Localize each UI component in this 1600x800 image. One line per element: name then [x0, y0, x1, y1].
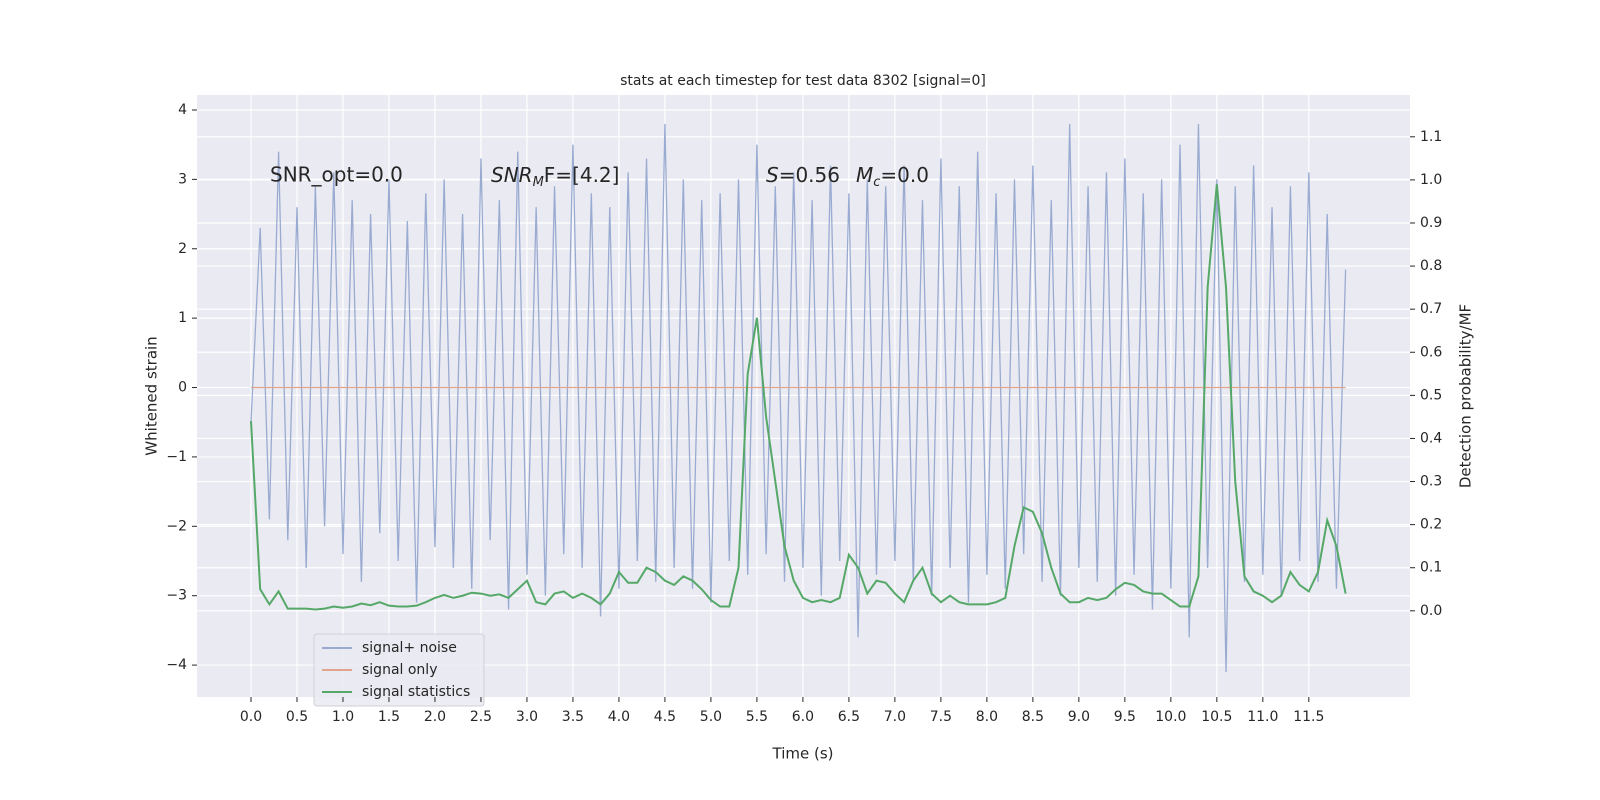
x-tick-label: 1.5 [378, 709, 400, 725]
annotation-part: S [766, 163, 779, 187]
y2-tick-label: 0.0 [1420, 603, 1442, 619]
annotation: SNR_opt=0.0 [270, 163, 403, 187]
y-tick-label: 3 [178, 171, 187, 187]
x-tick-label: 0.0 [240, 709, 262, 725]
legend-box [313, 633, 485, 707]
y2-tick-label: 0.3 [1420, 474, 1442, 490]
annotation: S=0.56 Mc=0.0 [766, 163, 929, 190]
legend: signal+ noise signal only signal statistic… [313, 633, 485, 707]
annotation: SNRMF=[4.2] [491, 163, 619, 190]
x-tick-label: 10.0 [1155, 709, 1186, 725]
y-tick-label: 2 [178, 241, 187, 257]
x-tick-label: 7.5 [930, 709, 952, 725]
y2-tick-label: 1.0 [1420, 172, 1442, 188]
legend-label: signal+ noise [362, 640, 457, 656]
x-tick-label: 4.0 [608, 709, 630, 725]
y2-tick-label: 0.6 [1420, 344, 1442, 360]
y-tick-label: −1 [166, 449, 187, 465]
y2-axis-label: Detection probability/MF [1457, 304, 1475, 488]
x-tick-label: 8.5 [1022, 709, 1044, 725]
x-tick-label: 7.0 [884, 709, 906, 725]
x-tick-label: 4.5 [654, 709, 676, 725]
x-tick-label: 10.5 [1201, 709, 1232, 725]
x-tick-label: 8.0 [976, 709, 998, 725]
annotation-part: =0.56 [779, 163, 840, 187]
x-axis-label: Time (s) [772, 745, 834, 763]
x-tick-label: 1.0 [332, 709, 354, 725]
x-tick-label: 6.5 [838, 709, 860, 725]
legend-label: signal statistics [362, 684, 470, 700]
y-tick-label: 1 [178, 310, 187, 326]
series-line [249, 184, 1347, 611]
y-tick-label: 0 [178, 380, 187, 396]
x-tick-label: 5.0 [700, 709, 722, 725]
annotation-part: c [873, 175, 880, 190]
x-tick-label: 11.5 [1293, 709, 1324, 725]
annotation-part: SNR [491, 163, 533, 187]
annotation-part: =0.0 [880, 163, 929, 187]
x-tick-label: 5.5 [746, 709, 768, 725]
y-tick-label: −3 [166, 588, 187, 604]
y-tick-label: −4 [166, 657, 187, 673]
y2-tick-label: 0.8 [1420, 258, 1442, 274]
x-tick-label: 0.5 [286, 709, 308, 725]
y-axis-label: Whitened strain [143, 336, 161, 455]
y2-tick-label: 0.4 [1420, 430, 1442, 446]
annotation-part: M [856, 163, 873, 187]
annotation-part: M [533, 175, 544, 190]
x-tick-label: 6.0 [792, 709, 814, 725]
y-tick-label: 4 [178, 102, 187, 118]
y2-tick-label: 0.2 [1420, 517, 1442, 533]
x-tick-label: 3.0 [516, 709, 538, 725]
x-tick-label: 9.5 [1114, 709, 1136, 725]
y2-tick-label: 0.5 [1420, 387, 1442, 403]
x-tick-label: 2.0 [424, 709, 446, 725]
x-tick-label: 2.5 [470, 709, 492, 725]
y-tick-label: −2 [166, 518, 187, 534]
annotation-part: F=[4.2] [544, 163, 620, 187]
y2-tick-label: 0.7 [1420, 301, 1442, 317]
y2-tick-label: 0.1 [1420, 560, 1442, 576]
x-tick-label: 9.0 [1068, 709, 1090, 725]
x-tick-label: 11.0 [1247, 709, 1278, 725]
x-tick-label: 3.5 [562, 709, 584, 725]
series-line [250, 123, 1347, 673]
legend-label: signal only [362, 662, 437, 678]
y2-tick-label: 0.9 [1420, 215, 1442, 231]
chart-title: stats at each timestep for test data 830… [620, 73, 986, 89]
y2-tick-label: 1.1 [1420, 129, 1442, 145]
